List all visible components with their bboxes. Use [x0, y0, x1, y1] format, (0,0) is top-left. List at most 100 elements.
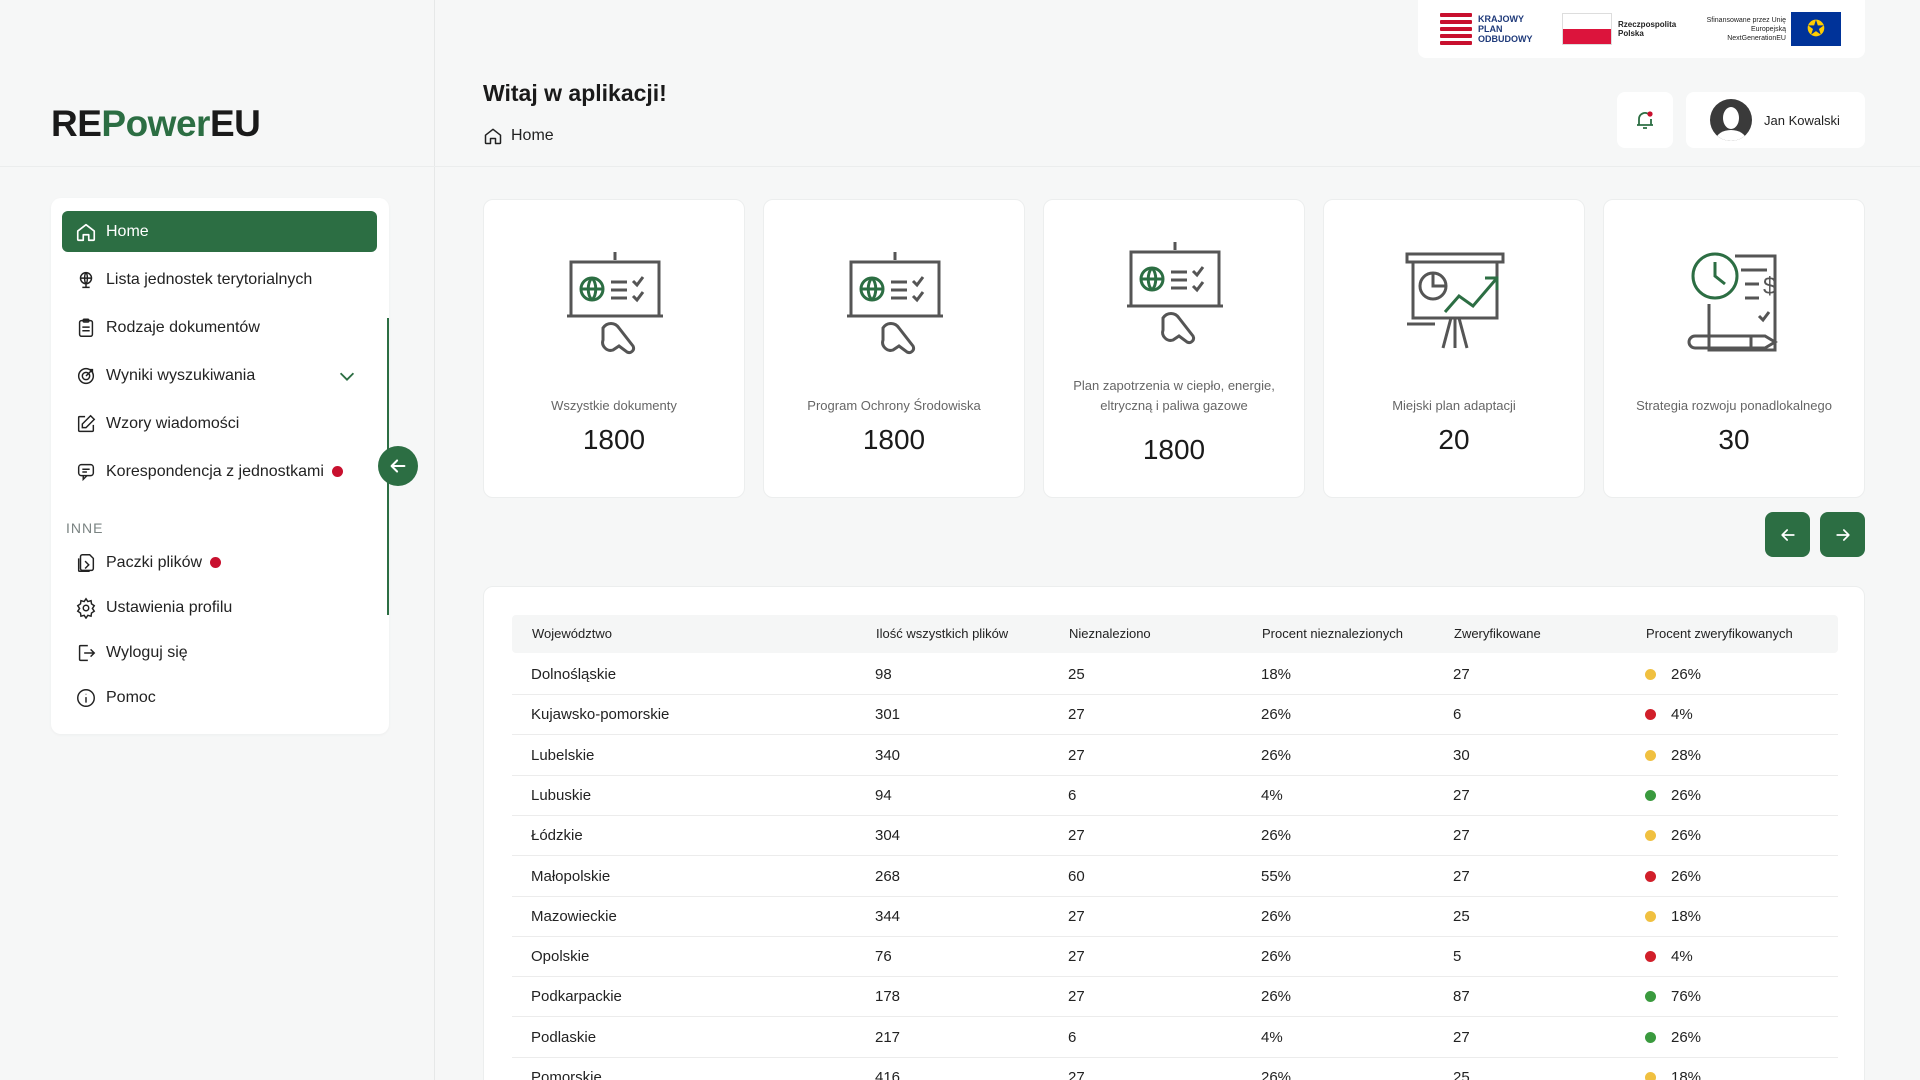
status-dot: [1645, 789, 1656, 801]
table-row[interactable]: Pomorskie 416 27 26% 25 18%: [512, 1058, 1838, 1080]
arrow-left-icon: [390, 459, 406, 473]
table-cell-verified: 27: [1453, 868, 1470, 885]
cell-text: 4%: [1261, 786, 1283, 804]
table-cell-name: Pomorskie: [531, 1069, 602, 1080]
sidebar-item-profile-settings[interactable]: Ustawienia profilu: [62, 587, 377, 628]
column-header[interactable]: Ilość wszystkich plików: [876, 626, 1009, 641]
cell-text: 55%: [1261, 867, 1292, 885]
cell-text: 217: [875, 1028, 901, 1046]
status-dot: [1645, 1072, 1656, 1080]
table-cell-verified: 27: [1453, 827, 1470, 844]
sidebar-item-territorial-units[interactable]: Lista jednostek terytorialnych: [62, 259, 377, 300]
table-cell-total: 217: [875, 1029, 900, 1046]
table-cell-pct-verified: 26%: [1645, 1029, 1701, 1046]
table-row[interactable]: Lubelskie 340 27 26% 30 28%: [512, 736, 1838, 776]
cell-text: Lubuskie: [531, 786, 592, 804]
cell-text: 27: [1453, 666, 1470, 683]
stat-card-environment-program[interactable]: Program Ochrony Środowiska 1800: [763, 199, 1025, 498]
next-cards-button[interactable]: [1820, 512, 1865, 557]
table-cell-notfound: 27: [1068, 827, 1085, 844]
globe-icon: [79, 271, 93, 288]
table-cell-verified: 6: [1453, 706, 1461, 723]
sidebar-item-search-results[interactable]: Wyniki wyszukiwania: [62, 355, 377, 396]
column-header[interactable]: Procent zweryfikowanych: [1646, 626, 1793, 641]
column-header[interactable]: Województwo: [532, 626, 612, 641]
cell-text: 26%: [1671, 666, 1702, 683]
table-cell-verified: 87: [1453, 988, 1470, 1005]
user-menu-button[interactable]: Jan Kowalski: [1686, 92, 1865, 148]
table-row[interactable]: Podkarpackie 178 27 26% 87 76%: [512, 977, 1838, 1018]
cell-text: 4%: [1671, 948, 1693, 966]
avatar: [1710, 99, 1752, 141]
cell-text: 6: [1068, 786, 1077, 804]
sidebar-item-document-types[interactable]: Rodzaje dokumentów: [62, 307, 377, 348]
prev-cards-button[interactable]: [1765, 512, 1810, 557]
cell-text: 26%: [1261, 1069, 1292, 1080]
sidebar-item-label: Ustawienia profilu: [106, 598, 233, 616]
cell-text: 268: [875, 867, 901, 885]
table-cell-verified: 25: [1453, 1069, 1470, 1080]
kpo-logo: KRAJOWY PLAN ODBUDOWY: [1440, 12, 1542, 46]
cell-text: 30: [1453, 746, 1470, 764]
column-header[interactable]: Nieznaleziono: [1069, 626, 1151, 641]
stat-card-all-documents[interactable]: Wszystkie dokumenty 1800: [483, 199, 745, 498]
table-row[interactable]: Lubuskie 94 6 4% 27 26%: [512, 776, 1838, 816]
cell-text: 26%: [1261, 988, 1292, 1006]
sidebar-item-label: Pomoc: [106, 688, 156, 706]
collapse-sidebar-button[interactable]: [378, 446, 418, 486]
files-icon: [77, 553, 95, 572]
table-cell-name: Mazowieckie: [531, 908, 617, 925]
cell-text: 18%: [1261, 666, 1292, 683]
cell-text: 27: [1453, 827, 1470, 845]
breadcrumb-home[interactable]: Home: [511, 127, 554, 144]
table-row[interactable]: Łódzkie 304 27 26% 27 26%: [512, 816, 1838, 857]
cell-text: Kujawsko-pomorskie: [531, 706, 670, 724]
table-cell-total: 416: [875, 1069, 900, 1080]
stat-card-label: Strategia rozwoju ponadlokalnego: [1636, 398, 1832, 413]
table-cell-notfound: 27: [1068, 988, 1085, 1005]
cell-text: 27: [1453, 786, 1470, 804]
cell-text: 301: [875, 706, 901, 724]
table-row[interactable]: Podlaskie 217 6 4% 27 26%: [512, 1018, 1838, 1058]
cell-text: 87: [1453, 988, 1470, 1006]
stat-card-label: Wszystkie dokumenty: [551, 398, 677, 413]
column-header[interactable]: Zweryfikowane: [1454, 626, 1541, 641]
sidebar-item-message-templates[interactable]: Wzory wiadomości: [62, 403, 377, 444]
stat-card-adaptation-plan[interactable]: Miejski plan adaptacji 20: [1323, 199, 1585, 498]
table-cell-pct-notfound: 26%: [1261, 988, 1291, 1005]
table-cell-verified: 27: [1453, 1029, 1470, 1046]
table-cell-verified: 27: [1453, 666, 1470, 683]
cell-text: Opolskie: [531, 948, 590, 966]
sidebar-item-home[interactable]: Home: [62, 211, 377, 252]
cell-text: 27: [1068, 706, 1085, 724]
user-name: Jan Kowalski: [1764, 112, 1840, 128]
table-cell-total: 268: [875, 868, 900, 885]
cell-text: 416: [875, 1069, 901, 1080]
sidebar-item-correspondence[interactable]: Korespondencja z jednostkami: [62, 451, 377, 492]
cell-text: 27: [1453, 1028, 1470, 1046]
svg-text:$: $: [1763, 273, 1776, 300]
cell-text: 27: [1068, 907, 1085, 925]
table-row[interactable]: Opolskie 76 27 26% 5 4%: [512, 937, 1838, 978]
sidebar-item-logout[interactable]: Wyloguj się: [62, 632, 377, 673]
table-cell-name: Lubelskie: [531, 747, 594, 764]
arrow-right-icon: [1835, 528, 1850, 541]
column-header[interactable]: Procent nieznalezionych: [1262, 626, 1403, 641]
status-dot: [1645, 830, 1656, 842]
cell-text: 340: [875, 746, 901, 764]
app-logo[interactable]: REPowerEU: [51, 103, 261, 144]
table-row[interactable]: Mazowieckie 344 27 26% 25 18%: [512, 897, 1838, 937]
stat-card-heat-energy-plan[interactable]: Plan zapotrzenia w ciepło, energie, eltr…: [1043, 199, 1305, 498]
sidebar-item-file-packages[interactable]: Paczki plików: [62, 542, 377, 583]
cell-text: 5: [1453, 948, 1462, 966]
cell-text: Podkarpackie: [531, 988, 622, 1006]
stat-card-development-strategy[interactable]: $ Strategia rozwoju ponadlokalnego 30: [1603, 199, 1865, 498]
table-row[interactable]: Dolnośląskie 98 25 18% 27 26%: [512, 655, 1838, 695]
table-cell-total: 178: [875, 988, 900, 1005]
table-row[interactable]: Małopolskie 268 60 55% 27 26%: [512, 857, 1838, 897]
notifications-button[interactable]: [1617, 92, 1673, 148]
table-row[interactable]: Kujawsko-pomorskie 301 27 26% 6 4%: [512, 695, 1838, 736]
chevron-down-icon[interactable]: [336, 365, 358, 387]
table-cell-verified: 5: [1453, 948, 1461, 965]
sidebar-item-help[interactable]: Pomoc: [62, 677, 377, 718]
